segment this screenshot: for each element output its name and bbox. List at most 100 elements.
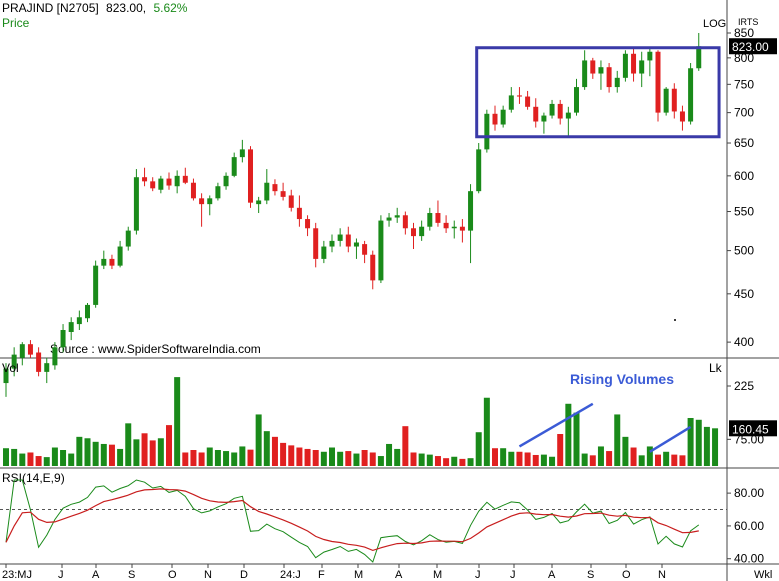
chart-header: PRAJIND [N2705] 823.00, 5.62% bbox=[2, 1, 187, 15]
x-axis-label: A bbox=[395, 569, 403, 581]
current-price-tag: 823.00 bbox=[732, 40, 769, 54]
candle-body bbox=[671, 88, 677, 112]
candle-body bbox=[468, 191, 474, 231]
volume-bar bbox=[565, 403, 572, 466]
volume-bar bbox=[622, 436, 629, 466]
symbol-label: PRAJIND [N2705] bbox=[2, 1, 99, 15]
candle-body bbox=[411, 228, 416, 237]
rising-volumes-annotation: Rising Volumes bbox=[570, 371, 674, 387]
volume-bar bbox=[345, 451, 352, 466]
volume-bar bbox=[532, 454, 539, 466]
candle-body bbox=[647, 51, 653, 61]
price-tick-label: 600 bbox=[734, 169, 754, 183]
candle-body bbox=[451, 226, 457, 229]
volume-bar bbox=[255, 414, 262, 466]
candle-body bbox=[443, 222, 449, 229]
rsi-tick-label: 80.00 bbox=[734, 486, 764, 500]
candle-body bbox=[419, 226, 425, 237]
candle-body bbox=[329, 240, 335, 247]
candle-body bbox=[394, 215, 400, 218]
volume-bar bbox=[60, 450, 67, 466]
volume-bar bbox=[3, 448, 9, 466]
volume-bar bbox=[312, 450, 319, 466]
candle-body bbox=[215, 186, 221, 199]
x-axis-label: J bbox=[510, 569, 516, 581]
candle-body bbox=[337, 234, 343, 241]
volume-bar bbox=[687, 418, 694, 466]
volume-bar bbox=[206, 447, 213, 466]
candle-body bbox=[76, 317, 82, 325]
candle-body bbox=[288, 195, 294, 208]
candle-body bbox=[231, 157, 237, 176]
candle-body bbox=[109, 258, 115, 266]
candle-body bbox=[44, 363, 50, 372]
volume-bar bbox=[703, 426, 710, 466]
volume-bar bbox=[92, 441, 99, 466]
volume-bar bbox=[182, 452, 189, 466]
x-axis-label: N bbox=[204, 569, 212, 581]
candle-body bbox=[655, 51, 661, 113]
volume-bar bbox=[35, 456, 42, 466]
x-axis-label: J bbox=[475, 569, 481, 581]
volume-bar bbox=[337, 451, 344, 466]
x-axis-label: N bbox=[658, 569, 666, 581]
candle-body bbox=[321, 246, 327, 259]
candle-body bbox=[590, 60, 596, 74]
candle-body bbox=[85, 304, 90, 319]
volume-bar bbox=[247, 449, 254, 466]
candle-body bbox=[549, 103, 555, 116]
candle-body bbox=[125, 230, 131, 247]
candle-body bbox=[3, 368, 9, 384]
volume-bar bbox=[304, 448, 311, 466]
candle-body bbox=[574, 87, 579, 113]
volume-bar bbox=[198, 452, 205, 466]
volume-bar bbox=[606, 451, 613, 466]
volume-bar bbox=[141, 433, 148, 466]
rsi-signal-line bbox=[5, 488, 699, 552]
candle-body bbox=[696, 46, 702, 69]
candle-body bbox=[516, 95, 522, 97]
candle-body bbox=[36, 352, 42, 372]
volume-bar bbox=[695, 419, 702, 466]
candle-body bbox=[11, 354, 17, 369]
volume-bar bbox=[223, 451, 230, 466]
candle-body bbox=[223, 175, 229, 187]
x-axis-label: D bbox=[240, 569, 248, 581]
candle-body bbox=[557, 103, 563, 119]
candle-body bbox=[435, 213, 441, 223]
log-scale-label: LOG bbox=[703, 18, 726, 30]
candle-body bbox=[182, 175, 188, 183]
candle-body bbox=[68, 322, 74, 332]
candle-body bbox=[52, 347, 58, 366]
candle-body bbox=[280, 191, 286, 197]
price-tick-label: 500 bbox=[734, 244, 754, 258]
candle-body bbox=[158, 178, 164, 190]
volume-bar bbox=[508, 451, 515, 466]
volume-bar bbox=[43, 457, 50, 466]
volume-bar bbox=[361, 450, 368, 466]
volume-trend-line bbox=[518, 402, 594, 448]
candle-body bbox=[459, 226, 465, 231]
x-axis-label: O bbox=[622, 569, 631, 581]
volume-bar bbox=[451, 456, 458, 466]
x-axis-label: S bbox=[128, 569, 135, 581]
x-axis-period: Wkl bbox=[754, 569, 772, 581]
price-tick-label: 450 bbox=[734, 287, 754, 301]
volume-label: Vol bbox=[2, 361, 19, 375]
volume-bar bbox=[434, 456, 441, 466]
candle-body bbox=[484, 113, 490, 150]
volume-bar bbox=[117, 448, 124, 466]
volume-bar bbox=[239, 446, 246, 466]
volume-tag-bg bbox=[729, 420, 777, 437]
x-axis-label: M bbox=[433, 569, 442, 581]
candle-body bbox=[679, 111, 685, 122]
rsi-line bbox=[5, 479, 700, 563]
source-credit: Source : www.SpiderSoftwareIndia.com bbox=[50, 342, 261, 356]
candle-body bbox=[345, 234, 351, 247]
x-axis-label: 23:MJ bbox=[2, 569, 32, 581]
candle-body bbox=[27, 344, 33, 355]
volume-bar bbox=[557, 434, 564, 466]
candle-body bbox=[427, 213, 433, 227]
candle-body bbox=[606, 67, 612, 88]
